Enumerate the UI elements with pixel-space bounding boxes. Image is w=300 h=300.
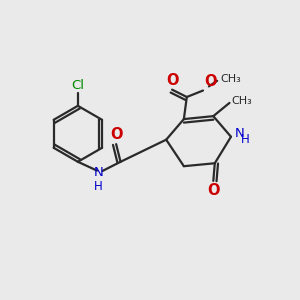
Text: N: N (94, 166, 103, 178)
Text: CH₃: CH₃ (220, 74, 241, 84)
Text: O: O (205, 74, 217, 89)
Text: CH₃: CH₃ (232, 96, 253, 106)
Text: N: N (235, 127, 244, 140)
Text: H: H (94, 180, 103, 193)
Text: H: H (241, 133, 250, 146)
Text: O: O (110, 127, 122, 142)
Text: O: O (207, 183, 220, 198)
Text: O: O (166, 73, 178, 88)
Text: Cl: Cl (71, 79, 84, 92)
